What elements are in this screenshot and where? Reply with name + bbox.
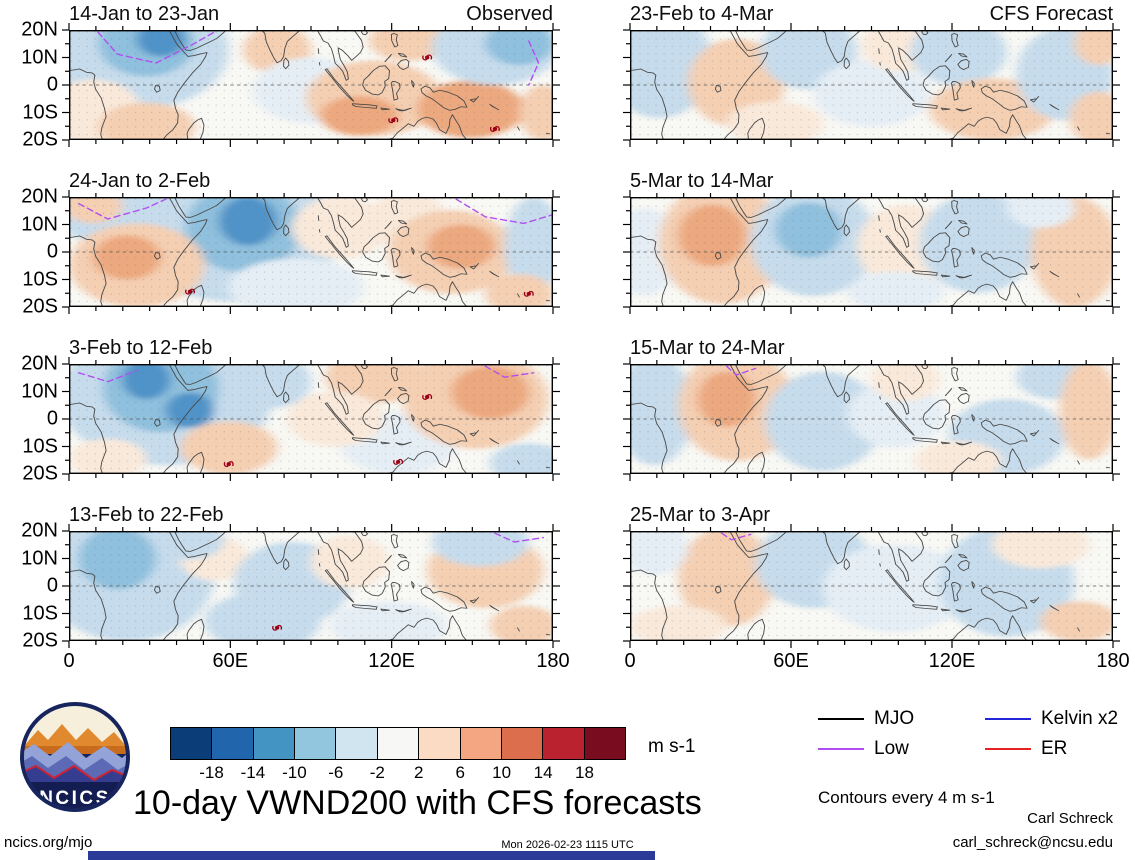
lat-tick-label: 0 (46, 574, 58, 597)
lat-tick-label: 20N (21, 519, 58, 542)
panel-title: 25-Mar to 3-Apr (630, 504, 771, 526)
colorbar-cell (295, 728, 337, 759)
map-panel-obs-3: 3-Feb to 12-Feb 20N 10N 0 10S 20S (21, 337, 560, 485)
colorbar-cell (212, 728, 254, 759)
lon-tick-label: 0 (624, 650, 636, 672)
lon-tick-label: 180 (1096, 650, 1130, 672)
anomaly-map (69, 30, 553, 140)
colorbar (170, 727, 626, 760)
lat-tick-label: 20N (21, 352, 58, 375)
colorbar-cell (584, 728, 625, 759)
anomaly-map (630, 531, 1113, 641)
colorbar-cell (377, 728, 420, 759)
colorbar-cell (460, 728, 502, 759)
lat-tick-label: 10S (22, 268, 58, 290)
lat-tick-label: 20N (21, 18, 58, 41)
lat-tick-label: 10N (21, 547, 58, 569)
lat-tick-label: 20N (21, 185, 58, 208)
map-panel-fcst-1: 23-Feb to 4-Mar CFS Forecast (623, 3, 1120, 147)
map-panel-fcst-4: 25-Mar to 3-Apr 0 60E 120E 180 (623, 504, 1130, 672)
lat-tick-label: 10S (22, 435, 58, 457)
credit-name: Carl Schreck (1027, 810, 1113, 827)
panel-title: 13-Feb to 22-Feb (69, 504, 224, 526)
lon-tick-label: 60E (212, 650, 249, 672)
lat-tick-label: 10N (21, 46, 58, 68)
anomaly-map (69, 197, 553, 307)
panel-title: 15-Mar to 24-Mar (630, 337, 785, 359)
lat-tick-label: 20S (22, 295, 58, 318)
panel-column-label: Observed (466, 3, 553, 25)
map-panel-obs-2: 24-Jan to 2-Feb 20N 10N 0 10S 20S (21, 170, 560, 318)
figure-title: 10-day VWND200 with CFS forecasts (133, 784, 702, 822)
contour-interval-note: Contours every 4 m s-1 (818, 788, 995, 807)
lat-tick-label: 10S (22, 602, 58, 624)
panel-title: 5-Mar to 14-Mar (630, 170, 774, 192)
credit-email: carl_schreck@ncsu.edu (952, 834, 1113, 851)
lat-tick-label: 20S (22, 629, 58, 652)
panel-title: 3-Feb to 12-Feb (69, 337, 213, 359)
ncics-logo: NCICS (20, 702, 130, 812)
colorbar-cell (419, 728, 461, 759)
map-panel-obs-1: 14-Jan to 23-Jan Observed 20N 10N 0 10S 20S (21, 3, 560, 151)
colorbar-cell (501, 728, 544, 759)
anomaly-map (69, 531, 553, 641)
anomaly-map (630, 30, 1113, 140)
lat-tick-label: 20S (22, 462, 58, 485)
panel-title: 23-Feb to 4-Mar (630, 3, 774, 25)
anomaly-map (630, 197, 1113, 307)
lat-tick-label: 20S (22, 128, 58, 151)
lon-tick-label: 0 (63, 650, 75, 672)
lat-tick-label: 0 (46, 73, 58, 96)
website-label: ncics.org/mjo (4, 834, 93, 851)
lat-tick-label: 0 (46, 407, 58, 430)
anomaly-map (630, 364, 1113, 474)
logo-art: NCICS (24, 706, 126, 809)
map-panel-obs-4: 13-Feb to 22-Feb 20N 10N 0 10S 20S 0 60E 120E 180 (21, 504, 569, 672)
panel-title: 14-Jan to 23-Jan (69, 3, 220, 25)
panel-title: 24-Jan to 2-Feb (69, 170, 211, 192)
map-panel-fcst-3: 15-Mar to 24-Mar (623, 337, 1120, 481)
colorbar-cell (171, 728, 213, 759)
lat-tick-label: 0 (46, 240, 58, 263)
map-panel-fcst-2: 5-Mar to 14-Mar (623, 170, 1120, 314)
lon-tick-label: 120E (368, 650, 416, 672)
anomaly-map (69, 364, 553, 474)
logo-text: NCICS (39, 788, 111, 809)
colorbar-cell (543, 728, 585, 759)
generation-timestamp: Mon 2026-02-23 1115 UTC (501, 839, 634, 851)
lon-tick-label: 180 (536, 650, 570, 672)
panel-column-label: CFS Forecast (989, 3, 1113, 25)
footer-brand-bar (88, 851, 655, 860)
colorbar-cell (336, 728, 378, 759)
colorbar-units-label: m s-1 (648, 736, 696, 757)
lat-tick-label: 10S (22, 101, 58, 123)
lon-tick-label: 60E (773, 650, 809, 672)
lon-tick-label: 120E (928, 650, 976, 672)
colorbar-cell (253, 728, 296, 759)
lat-tick-label: 10N (21, 213, 58, 235)
lat-tick-label: 10N (21, 380, 58, 402)
